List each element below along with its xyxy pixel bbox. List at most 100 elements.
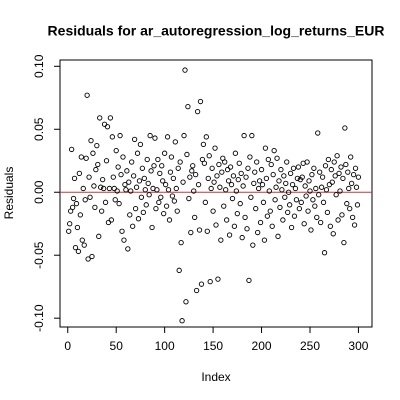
point xyxy=(182,67,188,73)
chart-title: Residuals for ar_autoregression_log_retu… xyxy=(48,23,385,39)
point xyxy=(190,163,196,169)
point xyxy=(133,184,140,190)
point xyxy=(122,182,128,188)
point xyxy=(307,188,313,194)
point xyxy=(162,182,169,188)
point xyxy=(329,179,335,185)
point xyxy=(156,199,162,205)
point xyxy=(349,214,356,221)
point xyxy=(118,171,124,178)
point xyxy=(127,212,133,218)
point xyxy=(318,184,325,190)
point xyxy=(206,153,212,159)
point xyxy=(183,299,189,305)
point xyxy=(334,153,340,159)
point xyxy=(80,185,86,192)
point xyxy=(202,199,208,205)
point xyxy=(348,154,354,160)
point xyxy=(147,132,153,139)
point xyxy=(293,197,300,203)
point xyxy=(236,160,242,166)
point xyxy=(115,164,121,170)
point xyxy=(259,182,266,188)
point xyxy=(67,221,73,227)
x-tick-label: 50 xyxy=(110,339,124,353)
point xyxy=(123,187,129,193)
point xyxy=(145,180,151,187)
point xyxy=(338,164,344,170)
point xyxy=(268,161,274,168)
point xyxy=(250,242,256,248)
point xyxy=(339,212,345,218)
point xyxy=(196,227,203,233)
point xyxy=(248,194,254,200)
point xyxy=(225,178,232,184)
point xyxy=(227,164,234,170)
point xyxy=(291,213,298,219)
point xyxy=(142,187,148,193)
point xyxy=(110,174,116,180)
point xyxy=(143,202,149,208)
point xyxy=(134,150,141,156)
point xyxy=(95,161,101,168)
point xyxy=(237,200,243,207)
point xyxy=(77,212,83,218)
point xyxy=(191,188,197,194)
point xyxy=(165,187,172,193)
point xyxy=(230,173,237,179)
point xyxy=(352,165,359,171)
point xyxy=(285,209,291,216)
point xyxy=(66,228,72,234)
point xyxy=(283,180,289,187)
point xyxy=(234,211,240,217)
point xyxy=(246,277,252,284)
point xyxy=(154,187,160,193)
point xyxy=(276,178,282,184)
point xyxy=(261,237,268,243)
point xyxy=(85,256,91,262)
point xyxy=(294,175,301,182)
point xyxy=(233,188,239,194)
x-tick-label: 0 xyxy=(64,339,71,353)
point xyxy=(245,165,251,171)
point xyxy=(177,159,183,165)
point xyxy=(217,184,223,190)
point xyxy=(68,146,75,153)
point xyxy=(280,217,286,223)
point xyxy=(195,182,202,188)
point xyxy=(213,222,219,228)
point xyxy=(180,179,186,185)
point xyxy=(262,145,269,151)
point xyxy=(290,165,297,171)
point xyxy=(269,223,275,229)
point xyxy=(87,194,93,200)
point xyxy=(228,182,235,188)
point xyxy=(109,134,115,140)
point xyxy=(91,183,97,189)
point xyxy=(218,237,224,243)
point xyxy=(211,179,217,185)
point xyxy=(313,185,319,192)
point xyxy=(84,92,90,98)
point xyxy=(292,185,299,192)
point xyxy=(148,168,154,174)
point xyxy=(119,228,125,234)
y-tick-label: 0.05 xyxy=(32,117,46,141)
x-tick-label: 150 xyxy=(203,339,223,353)
point xyxy=(99,208,105,214)
point xyxy=(321,250,328,256)
point xyxy=(303,193,309,199)
point xyxy=(132,205,139,212)
point xyxy=(222,159,228,165)
point xyxy=(231,223,238,229)
point xyxy=(344,200,350,207)
point xyxy=(171,198,177,204)
point xyxy=(351,222,358,228)
point xyxy=(184,151,190,158)
point xyxy=(278,166,284,173)
point xyxy=(224,217,230,223)
point xyxy=(239,234,245,241)
point xyxy=(207,279,213,285)
y-axis-label: Residuals xyxy=(2,167,16,220)
point xyxy=(320,199,327,205)
